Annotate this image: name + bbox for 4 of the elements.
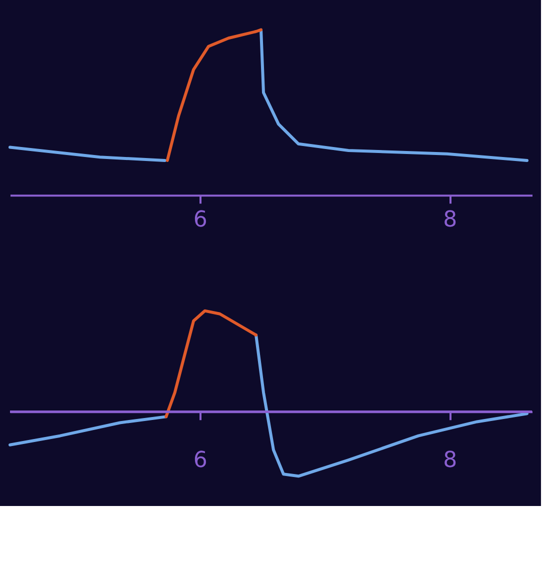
x-tick-label: 8 [443,208,458,233]
x-tick-label: 6 [193,208,208,233]
x-tick-label: 6 [193,448,208,474]
x-tick-label: 8 [443,448,458,474]
